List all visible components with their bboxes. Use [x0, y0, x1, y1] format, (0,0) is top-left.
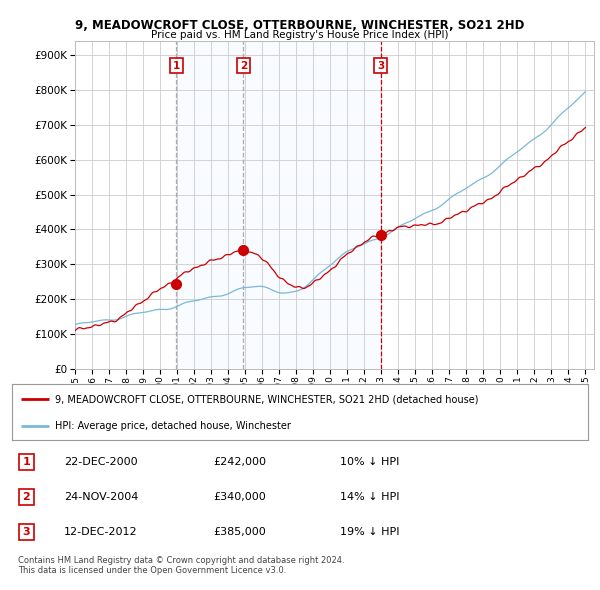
Text: 12-DEC-2012: 12-DEC-2012: [64, 527, 137, 537]
Text: £385,000: £385,000: [214, 527, 266, 537]
Text: 19% ↓ HPI: 19% ↓ HPI: [340, 527, 400, 537]
Text: 10% ↓ HPI: 10% ↓ HPI: [340, 457, 400, 467]
Text: 22-DEC-2000: 22-DEC-2000: [64, 457, 137, 467]
Text: £242,000: £242,000: [214, 457, 266, 467]
Text: 9, MEADOWCROFT CLOSE, OTTERBOURNE, WINCHESTER, SO21 2HD: 9, MEADOWCROFT CLOSE, OTTERBOURNE, WINCH…: [76, 19, 524, 32]
Text: 2: 2: [240, 61, 247, 71]
Text: 2: 2: [23, 492, 30, 502]
Text: £340,000: £340,000: [214, 492, 266, 502]
Text: 24-NOV-2004: 24-NOV-2004: [64, 492, 138, 502]
Text: 3: 3: [377, 61, 384, 71]
Text: 9, MEADOWCROFT CLOSE, OTTERBOURNE, WINCHESTER, SO21 2HD (detached house): 9, MEADOWCROFT CLOSE, OTTERBOURNE, WINCH…: [55, 394, 479, 404]
Text: Contains HM Land Registry data © Crown copyright and database right 2024.
This d: Contains HM Land Registry data © Crown c…: [18, 556, 344, 575]
Text: HPI: Average price, detached house, Winchester: HPI: Average price, detached house, Winc…: [55, 421, 291, 431]
Text: 14% ↓ HPI: 14% ↓ HPI: [340, 492, 400, 502]
Text: Price paid vs. HM Land Registry's House Price Index (HPI): Price paid vs. HM Land Registry's House …: [151, 30, 449, 40]
Text: 1: 1: [23, 457, 30, 467]
Bar: [176, 41, 380, 369]
Text: 3: 3: [23, 527, 30, 537]
Text: 1: 1: [173, 61, 180, 71]
